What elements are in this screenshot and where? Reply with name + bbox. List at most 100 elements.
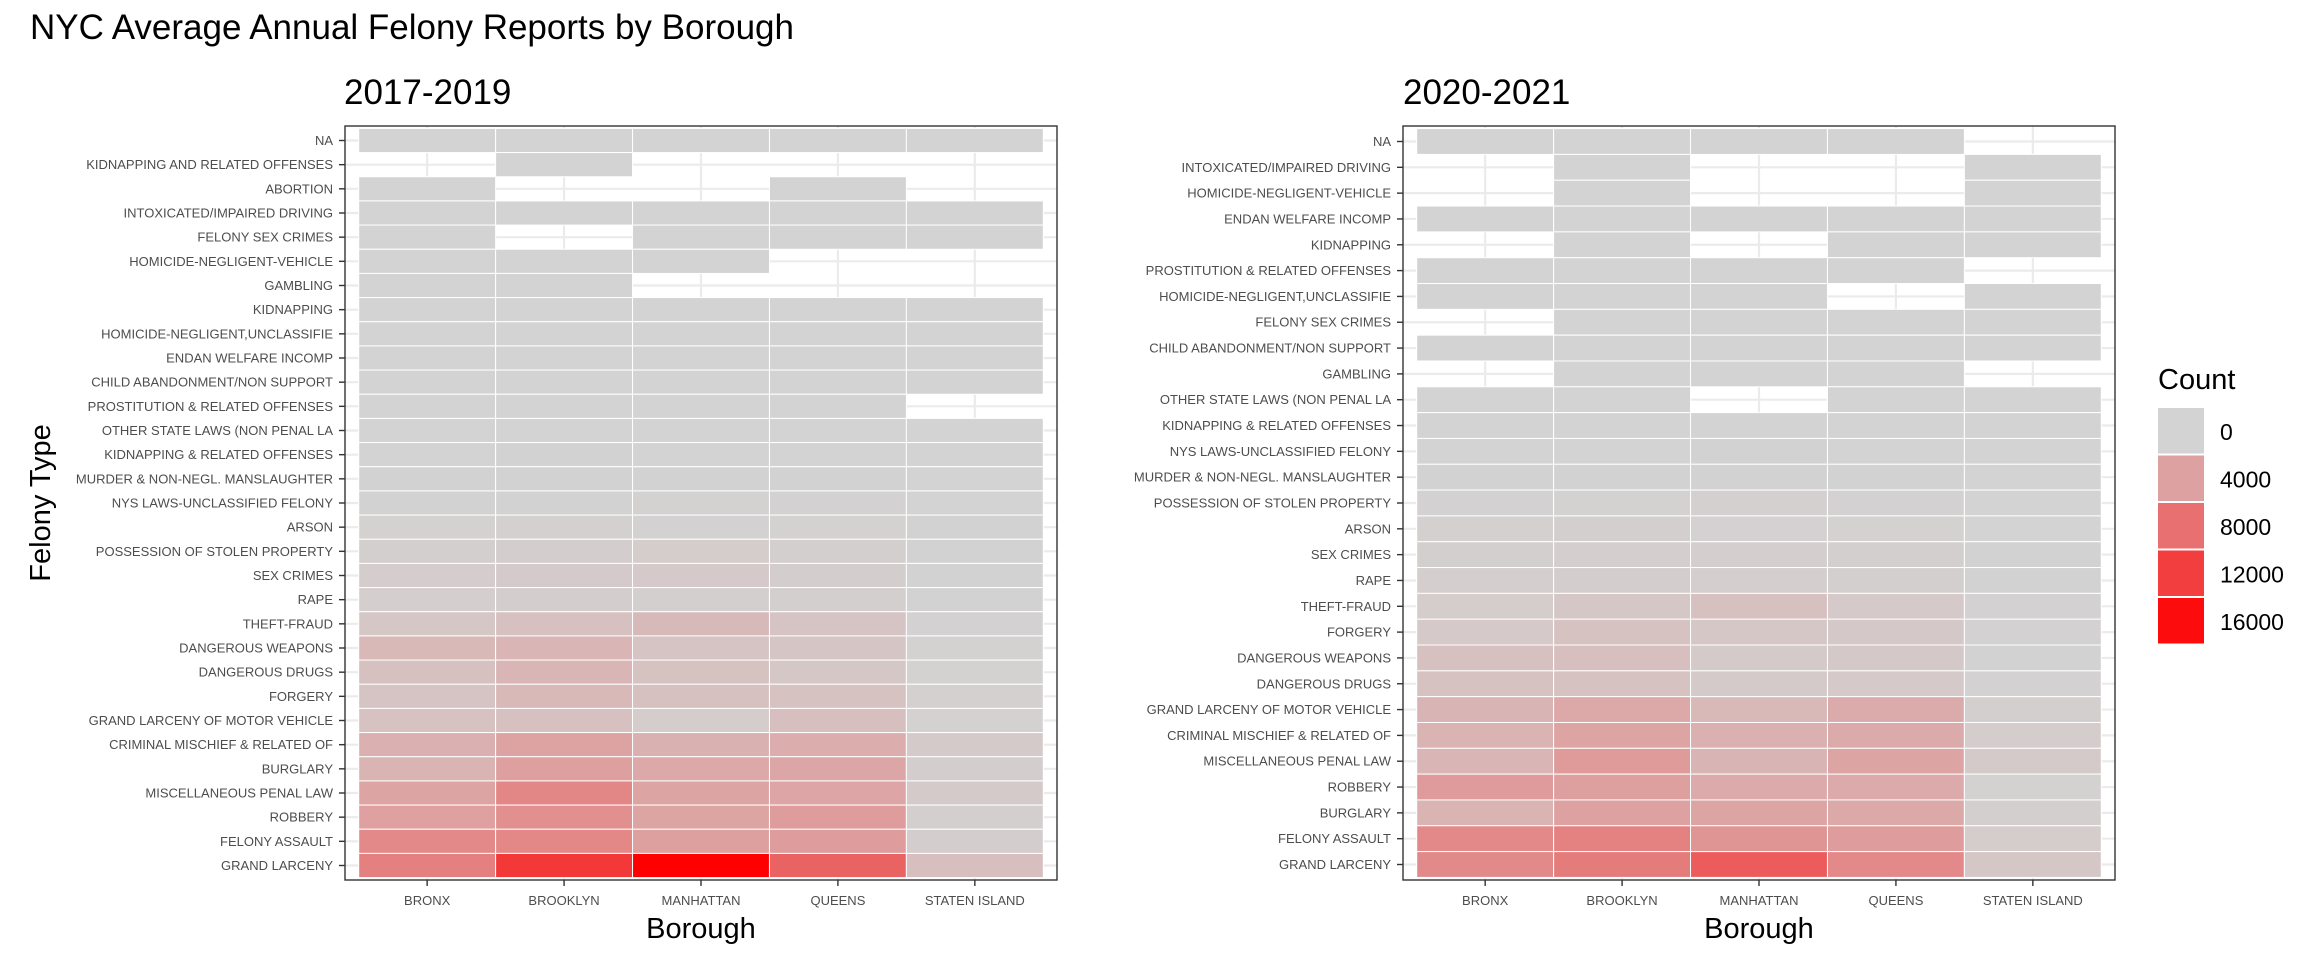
panel-title: 2017-2019	[344, 73, 511, 112]
heatmap-tile	[632, 490, 770, 516]
heatmap-tile	[1553, 334, 1692, 362]
heatmap-tile	[905, 127, 1044, 154]
heatmap-tile	[632, 297, 770, 323]
heatmap-tile	[768, 224, 907, 250]
heatmap-tile	[632, 828, 770, 854]
heatmap-tile	[495, 514, 634, 540]
legend-key	[2158, 408, 2204, 454]
heatmap-tile	[358, 297, 497, 323]
heatmap-tile	[495, 587, 634, 613]
heatmap-tile	[1416, 334, 1555, 362]
y-tick-label: THEFT-FRAUD	[1301, 599, 1391, 614]
heatmap-tile	[495, 828, 634, 854]
heatmap-tile	[1416, 567, 1555, 594]
y-tick-label: ROBBERY	[1328, 780, 1392, 795]
heatmap-tile	[1963, 592, 2102, 620]
heatmap-tile	[495, 538, 634, 564]
y-tick-label: GRAND LARCENY OF MOTOR VEHICLE	[89, 713, 334, 728]
heatmap-tile	[768, 417, 907, 444]
heatmap-tile	[1690, 618, 1828, 646]
heatmap-tile	[768, 732, 907, 758]
heatmap-tile	[905, 514, 1044, 540]
y-tick-label: CRIMINAL MISCHIEF & RELATED OF	[109, 737, 333, 752]
heatmap-tile	[768, 828, 907, 854]
heatmap-tile	[905, 659, 1044, 685]
heatmap-tile	[632, 224, 770, 250]
heatmap-tile	[1826, 721, 1965, 749]
heatmap-tile	[632, 635, 770, 661]
heatmap-tile	[1690, 592, 1828, 620]
heatmap-tile	[768, 707, 907, 734]
heatmap-tile	[1553, 799, 1692, 827]
y-tick-label: INTOXICATED/IMPAIRED DRIVING	[124, 206, 333, 221]
x-tick-label: BRONX	[1462, 893, 1509, 908]
y-tick-label: RAPE	[298, 592, 334, 607]
heatmap-tile	[768, 442, 907, 468]
heatmap-tile	[1416, 128, 1555, 155]
heatmap-tile	[1690, 851, 1828, 878]
y-tick-label: NYS LAWS-UNCLASSIFIED FELONY	[112, 496, 334, 511]
heatmap-tile	[1963, 283, 2102, 310]
y-tick-label: GRAND LARCENY	[1279, 857, 1391, 872]
y-tick-label: KIDNAPPING	[1311, 237, 1391, 252]
heatmap-tile	[1826, 592, 1965, 620]
y-tick-label: GRAND LARCENY OF MOTOR VEHICLE	[1147, 702, 1392, 717]
heatmap-tile	[358, 321, 497, 347]
heatmap-tile	[632, 611, 770, 637]
heatmap-tile	[632, 345, 770, 371]
heatmap-tile	[768, 369, 907, 395]
heatmap-tile	[358, 587, 497, 613]
heatmap-tile	[905, 683, 1044, 709]
heatmap-tile	[768, 345, 907, 371]
heatmap-tile	[1826, 773, 1965, 801]
heatmap-tile	[358, 732, 497, 758]
y-tick-label: ABORTION	[265, 181, 333, 196]
heatmap-tile	[1553, 489, 1692, 517]
heatmap-tile	[495, 490, 634, 516]
heatmap-tile	[1963, 489, 2102, 517]
heatmap-tile	[358, 127, 497, 154]
heatmap-tile	[1416, 644, 1555, 672]
heatmap-tile	[768, 393, 907, 419]
heatmap-tile	[1416, 618, 1555, 646]
heatmap-tile	[1826, 231, 1965, 259]
heatmap-tile	[1416, 696, 1555, 723]
heatmap-tile	[768, 466, 907, 492]
heatmap-tile	[1963, 541, 2102, 569]
y-tick-label: SEX CRIMES	[253, 568, 334, 583]
heatmap-tile	[1690, 412, 1828, 439]
heatmap-tile	[632, 248, 770, 274]
heatmap-tile	[1553, 515, 1692, 543]
heatmap-tile	[632, 417, 770, 444]
heatmap-tile	[1963, 773, 2102, 801]
heatmap-tile	[905, 538, 1044, 564]
y-tick-label: ARSON	[287, 520, 333, 535]
x-tick-label: MANHATTAN	[662, 893, 741, 908]
heatmap-tile	[1963, 231, 2102, 259]
heatmap-tile	[768, 804, 907, 830]
heatmap-tile	[1690, 799, 1828, 827]
heatmap-tile	[905, 562, 1044, 589]
heatmap-tile	[495, 200, 634, 226]
heatmap-tile	[1963, 696, 2102, 723]
y-tick-label: DANGEROUS WEAPONS	[179, 641, 333, 656]
heatmap-tile	[358, 562, 497, 589]
heatmap-tile	[495, 272, 634, 299]
heatmap-tile	[1553, 644, 1692, 672]
heatmap-tile	[1416, 386, 1555, 414]
heatmap-tile	[1416, 773, 1555, 801]
heatmap-tile	[1826, 618, 1965, 646]
heatmap-tile	[1826, 747, 1965, 775]
x-tick-label: MANHATTAN	[1720, 893, 1799, 908]
heatmap-tile	[1553, 541, 1692, 569]
heatmap-tile	[768, 321, 907, 347]
heatmap-tile	[1416, 851, 1555, 878]
heatmap-tile	[495, 127, 634, 154]
legend-key	[2158, 598, 2204, 644]
y-tick-label: NA	[1373, 134, 1391, 149]
heatmap-tile	[1416, 412, 1555, 439]
heatmap-tile	[632, 538, 770, 564]
y-axis-title: Felony Type	[25, 424, 57, 581]
heatmap-tile	[1826, 825, 1965, 853]
x-tick-label: BROOKLYN	[528, 893, 599, 908]
